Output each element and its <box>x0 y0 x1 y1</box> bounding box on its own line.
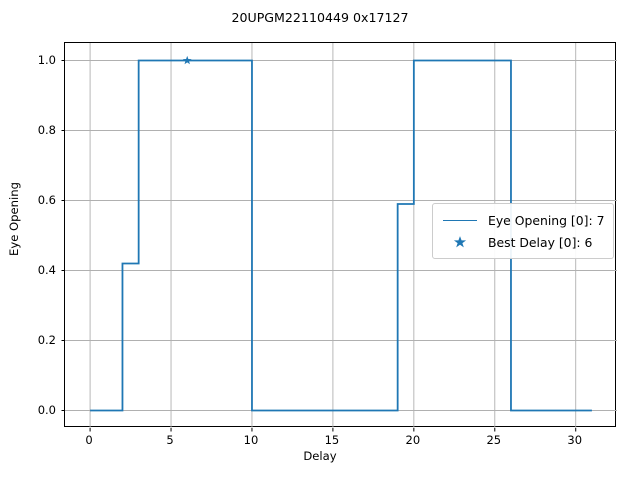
x-tick-label: 30 <box>567 433 583 447</box>
legend-line-icon <box>440 219 480 221</box>
x-tick-label: 5 <box>166 433 174 447</box>
legend-item-best-delay: Best Delay [0]: 6 <box>440 231 604 253</box>
chart-legend: Eye Opening [0]: 7 Best Delay [0]: 6 <box>432 203 615 259</box>
y-tick-label: 0.0 <box>37 402 56 417</box>
plot-canvas <box>61 43 617 432</box>
x-tick-label: 15 <box>324 433 340 447</box>
x-axis-label: Delay <box>303 449 337 463</box>
x-tick-label: 20 <box>405 433 421 447</box>
chart-title: 20UPGM22110449 0x17127 <box>231 10 409 25</box>
legend-label-best-delay: Best Delay [0]: 6 <box>488 234 593 250</box>
legend-item-eye-opening: Eye Opening [0]: 7 <box>440 209 604 231</box>
legend-label-eye-opening: Eye Opening [0]: 7 <box>488 212 605 228</box>
y-axis-label: Eye Opening <box>7 182 21 256</box>
y-tick-label: 0.6 <box>37 192 56 207</box>
y-tick-label: 0.4 <box>37 262 56 277</box>
y-tick-label: 0.2 <box>37 332 56 347</box>
data-series-line <box>90 59 592 412</box>
x-tick-label: 10 <box>243 433 259 447</box>
y-tick-label: 1.0 <box>37 52 56 67</box>
y-tick-label: 0.8 <box>37 122 56 137</box>
data-series-markers <box>182 55 192 65</box>
x-tick-label: 0 <box>85 433 93 447</box>
x-tick-label: 25 <box>486 433 502 447</box>
legend-star-icon <box>440 234 480 250</box>
